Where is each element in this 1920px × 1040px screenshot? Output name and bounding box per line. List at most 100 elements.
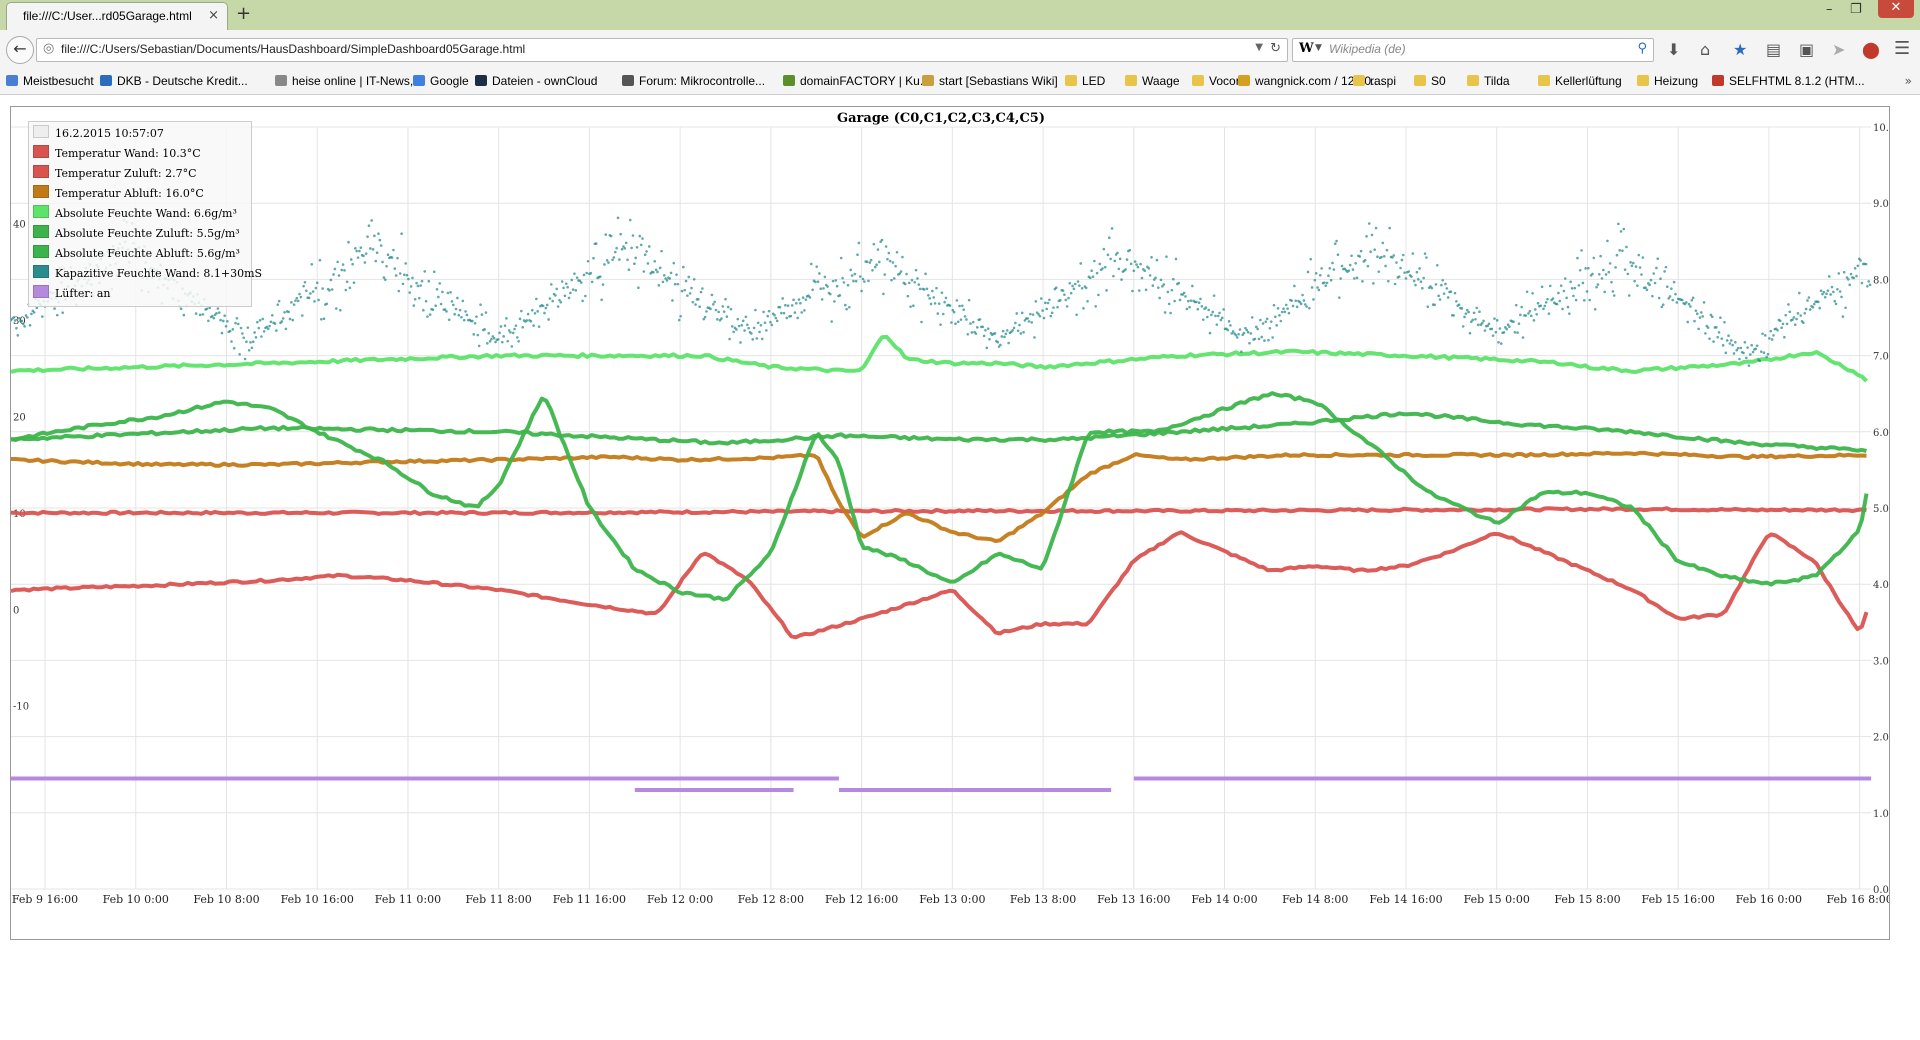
bookmark-star-icon[interactable]: ★	[1733, 40, 1748, 59]
data-point	[256, 320, 259, 324]
data-point	[1587, 266, 1590, 270]
data-point	[1333, 242, 1337, 246]
data-point	[1323, 281, 1326, 284]
search-bar[interactable]: W ▼ Wikipedia (de) ⚲	[1292, 38, 1654, 62]
data-point	[1519, 313, 1522, 317]
url-text[interactable]: file:///C:/Users/Sebastian/Documents/Hau…	[61, 42, 526, 56]
x-tick-label: Feb 13 0:00	[919, 893, 985, 906]
bookmark-item[interactable]: raspi	[1353, 74, 1396, 88]
x-tick-label: Feb 14 0:00	[1191, 893, 1257, 906]
bookmark-item[interactable]: Heizung	[1637, 74, 1698, 88]
data-point	[1617, 222, 1620, 226]
data-point	[1743, 341, 1747, 344]
data-point	[1302, 299, 1306, 302]
data-point	[1370, 233, 1374, 237]
data-point	[1599, 254, 1602, 258]
reload-icon[interactable]: ↻	[1270, 41, 1281, 56]
data-point	[1762, 351, 1766, 355]
data-point	[1230, 332, 1234, 335]
bookmarks-menu-icon[interactable]: ▤	[1766, 40, 1782, 59]
data-point	[609, 234, 613, 238]
clipboard-icon[interactable]: ▣	[1799, 40, 1815, 59]
bookmarks-overflow-icon[interactable]: »	[1904, 74, 1912, 88]
data-point	[1569, 280, 1572, 284]
data-point	[1015, 312, 1019, 315]
bookmark-item[interactable]: Google	[413, 74, 469, 88]
bookmark-item[interactable]: wangnick.com / 127.0....	[1238, 74, 1384, 88]
wikipedia-icon[interactable]: W	[1299, 41, 1314, 56]
bookmark-item[interactable]: Tilda	[1467, 74, 1510, 88]
data-point	[428, 313, 432, 316]
minimize-icon[interactable]: –	[1826, 2, 1833, 17]
data-point	[1381, 241, 1385, 245]
bookmark-item[interactable]: start [Sebastians Wiki]	[922, 74, 1058, 88]
data-point	[601, 283, 605, 286]
data-point	[982, 334, 986, 338]
data-point	[366, 235, 369, 238]
data-point	[1031, 313, 1035, 316]
bookmark-item[interactable]: LED	[1065, 74, 1105, 88]
bookmark-item[interactable]: Dateien - ownCloud	[475, 74, 597, 88]
bookmark-item[interactable]: domainFACTORY | Ku...	[783, 74, 930, 88]
data-point	[935, 286, 938, 290]
tab-title: file:///C:/User...rd05Garage.html	[23, 9, 192, 23]
address-bar[interactable]: ◎ file:///C:/Users/Sebastian/Documents/H…	[36, 38, 1288, 62]
data-point	[20, 319, 24, 323]
browser-tab[interactable]: file:///C:/User...rd05Garage.html ×	[6, 2, 228, 31]
data-point	[472, 333, 476, 336]
download-icon[interactable]: ⬇	[1667, 40, 1681, 59]
adblock-icon[interactable]: ⬤	[1862, 40, 1880, 59]
data-point	[747, 326, 750, 330]
data-point	[1491, 334, 1495, 337]
data-point	[1301, 293, 1304, 297]
home-icon[interactable]: ⌂	[1700, 40, 1711, 59]
data-point	[1487, 322, 1491, 326]
data-point	[257, 326, 260, 330]
data-point	[570, 278, 574, 282]
bookmark-item[interactable]: Meistbesucht	[6, 74, 94, 88]
restore-icon[interactable]: ❐	[1850, 2, 1862, 17]
bookmark-item[interactable]: Waage	[1125, 74, 1180, 88]
data-point	[1555, 302, 1559, 306]
bookmark-label: DKB - Deutsche Kredit...	[117, 74, 248, 88]
data-point	[1787, 303, 1790, 306]
data-point	[1027, 320, 1031, 323]
url-dropdown-icon[interactable]: ▼	[1255, 42, 1263, 53]
bookmark-item[interactable]: DKB - Deutsche Kredit...	[100, 74, 248, 88]
menu-icon[interactable]: ☰	[1894, 38, 1911, 59]
data-point	[569, 291, 572, 295]
tab-close-icon[interactable]: ×	[208, 8, 219, 23]
bookmark-item[interactable]: SELFHTML 8.1.2 (HTM...	[1712, 74, 1865, 88]
data-point	[680, 289, 684, 293]
data-point	[1506, 323, 1510, 327]
data-point	[317, 298, 320, 302]
data-point	[1666, 285, 1669, 289]
back-arrow-icon[interactable]: ←	[6, 36, 34, 64]
new-tab-button[interactable]: +	[236, 3, 252, 24]
data-point	[584, 294, 587, 298]
data-point	[1615, 253, 1619, 257]
data-point	[211, 314, 214, 318]
search-icon[interactable]: ⚲	[1637, 41, 1647, 56]
bookmark-item[interactable]: Vocore	[1192, 74, 1246, 88]
data-point	[849, 268, 853, 272]
data-point	[1531, 291, 1534, 295]
data-point	[1340, 264, 1344, 268]
data-point	[1608, 262, 1612, 265]
window-close-icon[interactable]: ✕	[1878, 0, 1914, 18]
data-point	[220, 331, 224, 335]
data-point	[1633, 279, 1636, 283]
data-point	[1412, 279, 1416, 283]
send-icon[interactable]: ➤	[1832, 40, 1846, 59]
bookmark-item[interactable]: S0	[1414, 74, 1446, 88]
bookmark-item[interactable]: Forum: Mikrocontrolle...	[622, 74, 765, 88]
data-point	[322, 317, 326, 320]
search-engine-dropdown-icon[interactable]: ▼	[1315, 43, 1322, 53]
data-point	[254, 336, 258, 339]
data-point	[514, 324, 518, 327]
bookmark-item[interactable]: Kellerlüftung	[1538, 74, 1622, 88]
data-point	[981, 325, 985, 329]
x-tick-label: Feb 13 16:00	[1097, 893, 1170, 906]
bookmark-item[interactable]: heise online | IT-News,...	[275, 74, 423, 88]
data-point	[393, 267, 397, 270]
